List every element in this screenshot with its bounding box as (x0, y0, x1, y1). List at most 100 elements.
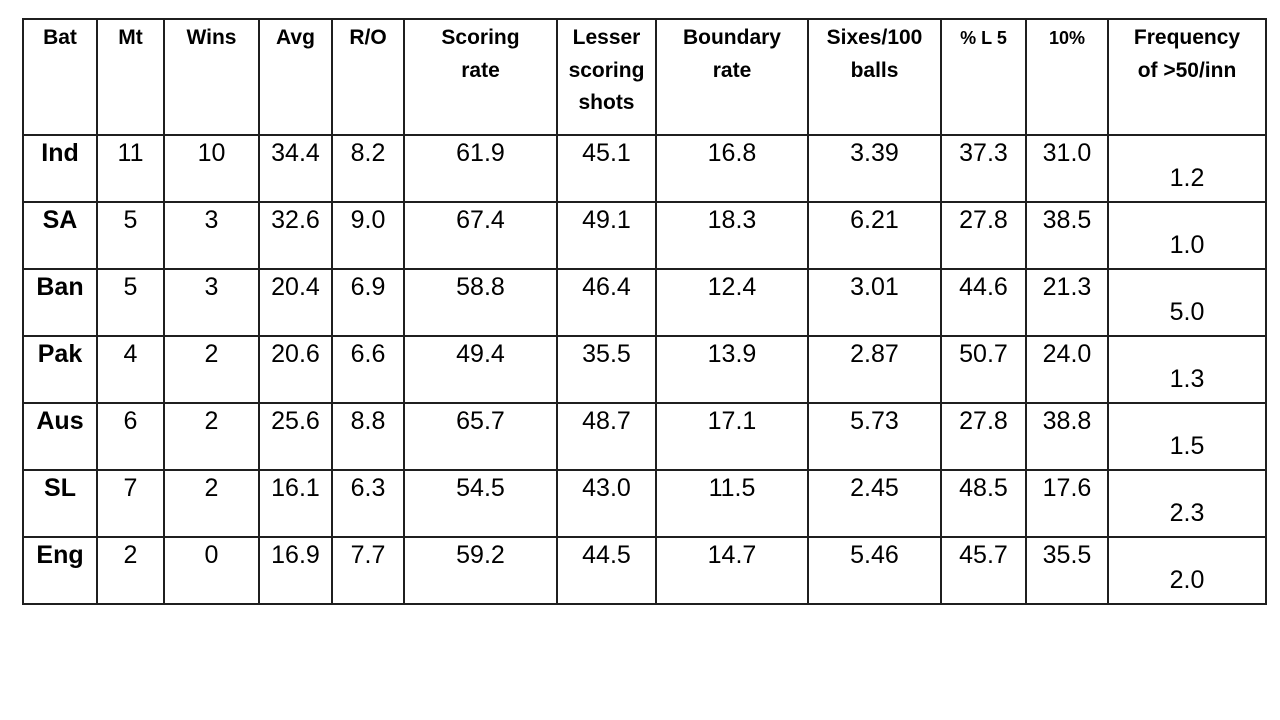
table-cell: 25.6 (258, 402, 333, 471)
table-cell: 6 (96, 402, 165, 471)
table-cell: 49.1 (556, 201, 657, 270)
table-cell: 27.8 (940, 402, 1027, 471)
table-cell: 38.5 (1025, 201, 1109, 270)
column-header-5: Scoring rate (403, 18, 558, 136)
table-cell: 2.3 (1107, 469, 1267, 538)
table-cell: 1.0 (1107, 201, 1267, 270)
table-cell: 44.5 (556, 536, 657, 605)
table-cell: 38.8 (1025, 402, 1109, 471)
table-cell: 2.87 (807, 335, 942, 404)
table-cell: 8.2 (331, 134, 405, 203)
table-row: Eng 2 0 16.9 7.7 59.2 44.5 14.7 5.46 45.7 35.5 2.0 (22, 536, 1267, 605)
table-cell: 4 (96, 335, 165, 404)
table-cell: 34.4 (258, 134, 333, 203)
row-header: Eng (22, 536, 98, 605)
table-cell: 67.4 (403, 201, 558, 270)
table-cell: 21.3 (1025, 268, 1109, 337)
table-row: Ban 5 3 20.4 6.9 58.8 46.4 12.4 3.01 44.6 21.3 5.0 (22, 268, 1267, 337)
table-row: SL 7 2 16.1 6.3 54.5 43.0 11.5 2.45 48.5 17.6 2.3 (22, 469, 1267, 538)
table-cell: 31.0 (1025, 134, 1109, 203)
row-header: SL (22, 469, 98, 538)
column-header-2: Wins (163, 18, 260, 136)
table-cell: 48.5 (940, 469, 1027, 538)
row-header: Aus (22, 402, 98, 471)
table-cell: 20.6 (258, 335, 333, 404)
table-cell: 5.73 (807, 402, 942, 471)
table-cell: 3 (163, 201, 260, 270)
row-header: SA (22, 201, 98, 270)
table-cell: 44.6 (940, 268, 1027, 337)
table-cell: 43.0 (556, 469, 657, 538)
table-cell: 6.21 (807, 201, 942, 270)
table-row: Ind 11 10 34.4 8.2 61.9 45.1 16.8 3.39 37.3 31.0 1.… (22, 134, 1267, 203)
column-header-6: Lesser scoring shots (556, 18, 657, 136)
table-cell: 10 (163, 134, 260, 203)
table-cell: 11 (96, 134, 165, 203)
table-cell: 17.6 (1025, 469, 1109, 538)
table-cell: 35.5 (556, 335, 657, 404)
table-cell: 50.7 (940, 335, 1027, 404)
table-cell: 35.5 (1025, 536, 1109, 605)
table-cell: 1.2 (1107, 134, 1267, 203)
table-cell: 1.3 (1107, 335, 1267, 404)
table-cell: 3.39 (807, 134, 942, 203)
stats-table: Bat Mt Wins Avg R/O Scoring rate Lesser scorin… (22, 18, 1267, 605)
table-cell: 58.8 (403, 268, 558, 337)
column-header-1: Mt (96, 18, 165, 136)
table-cell: 16.9 (258, 536, 333, 605)
table-cell: 24.0 (1025, 335, 1109, 404)
table-cell: 3 (163, 268, 260, 337)
table-cell: 12.4 (655, 268, 809, 337)
table-cell: 17.1 (655, 402, 809, 471)
table-cell: 37.3 (940, 134, 1027, 203)
table-cell: 7.7 (331, 536, 405, 605)
table-cell: 6.9 (331, 268, 405, 337)
table-cell: 5 (96, 268, 165, 337)
table-cell: 5 (96, 201, 165, 270)
table-cell: 13.9 (655, 335, 809, 404)
table-cell: 14.7 (655, 536, 809, 605)
row-header: Pak (22, 335, 98, 404)
table-cell: 20.4 (258, 268, 333, 337)
table-cell: 27.8 (940, 201, 1027, 270)
table-cell: 7 (96, 469, 165, 538)
table-cell: 8.8 (331, 402, 405, 471)
table-cell: 2.0 (1107, 536, 1267, 605)
column-header-10: 10% (1025, 18, 1109, 136)
table-cell: 0 (163, 536, 260, 605)
table-cell: 65.7 (403, 402, 558, 471)
table-header: Bat Mt Wins Avg R/O Scoring rate Lesser scorin… (22, 18, 1267, 136)
row-header: Ind (22, 134, 98, 203)
table-cell: 54.5 (403, 469, 558, 538)
table-cell: 48.7 (556, 402, 657, 471)
table-cell: 45.1 (556, 134, 657, 203)
table-cell: 32.6 (258, 201, 333, 270)
table-cell: 18.3 (655, 201, 809, 270)
table-cell: 1.5 (1107, 402, 1267, 471)
table-cell: 5.46 (807, 536, 942, 605)
column-header-3: Avg (258, 18, 333, 136)
table-cell: 59.2 (403, 536, 558, 605)
column-header-0: Bat (22, 18, 98, 136)
table-row: Aus 6 2 25.6 8.8 65.7 48.7 17.1 5.73 27.8 38.8 1.5 (22, 402, 1267, 471)
column-header-9: % L 5 (940, 18, 1027, 136)
table-cell: 2 (96, 536, 165, 605)
column-header-8: Sixes/100 balls (807, 18, 942, 136)
table-row: Pak 4 2 20.6 6.6 49.4 35.5 13.9 2.87 50.7 24.0 1.3 (22, 335, 1267, 404)
header-row: Bat Mt Wins Avg R/O Scoring rate Lesser scorin… (22, 18, 1267, 136)
table-cell: 2.45 (807, 469, 942, 538)
table-cell: 61.9 (403, 134, 558, 203)
table-row: SA 5 3 32.6 9.0 67.4 49.1 18.3 6.21 27.8 38.5 1.0 (22, 201, 1267, 270)
table-cell: 2 (163, 402, 260, 471)
table-cell: 9.0 (331, 201, 405, 270)
table-cell: 45.7 (940, 536, 1027, 605)
table-cell: 5.0 (1107, 268, 1267, 337)
row-header: Ban (22, 268, 98, 337)
table-cell: 3.01 (807, 268, 942, 337)
column-header-7: Boundary rate (655, 18, 809, 136)
table-cell: 2 (163, 335, 260, 404)
table-body: Ind 11 10 34.4 8.2 61.9 45.1 16.8 3.39 37.3 31.0 1.… (22, 134, 1267, 605)
table-cell: 11.5 (655, 469, 809, 538)
table-cell: 16.8 (655, 134, 809, 203)
